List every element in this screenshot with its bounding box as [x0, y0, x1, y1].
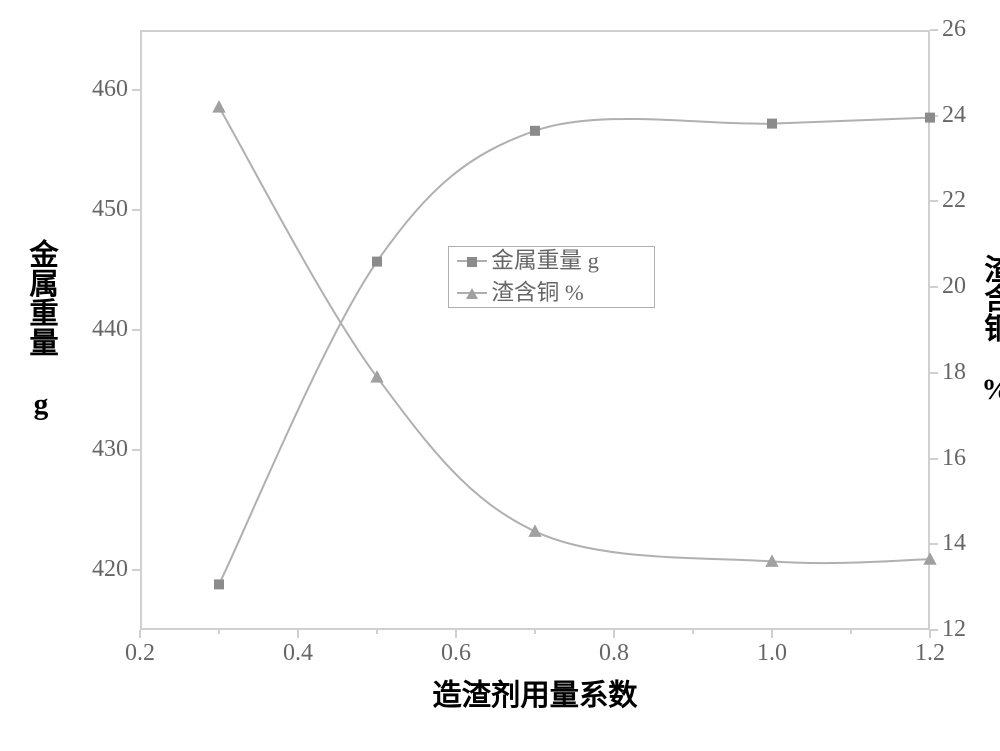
- metal-series-marker: [372, 257, 382, 267]
- slag-series-marker: [528, 524, 541, 537]
- metal-series-marker: [530, 126, 540, 136]
- chart-figure: 0.20.40.60.81.01.24204304404504601214161…: [0, 0, 1000, 751]
- legend-swatch-line: [457, 292, 487, 294]
- metal-series-marker: [214, 579, 224, 589]
- series-svg: [0, 0, 1000, 751]
- metal-series-marker: [767, 119, 777, 129]
- square-marker-icon: [467, 257, 477, 267]
- legend-entry: 渣含铜 %: [449, 277, 654, 309]
- slag-series-marker: [212, 100, 225, 113]
- metal-series-marker: [925, 113, 935, 123]
- legend-swatch-line: [457, 260, 487, 262]
- metal-series-line: [219, 118, 930, 585]
- legend-label: 渣含铜 %: [491, 277, 584, 309]
- slag-series-line: [219, 107, 930, 563]
- legend-label: 金属重量 g: [491, 245, 599, 277]
- legend-entry: 金属重量 g: [449, 245, 654, 277]
- triangle-marker-icon: [466, 288, 478, 299]
- legend: 金属重量 g渣含铜 %: [448, 246, 655, 308]
